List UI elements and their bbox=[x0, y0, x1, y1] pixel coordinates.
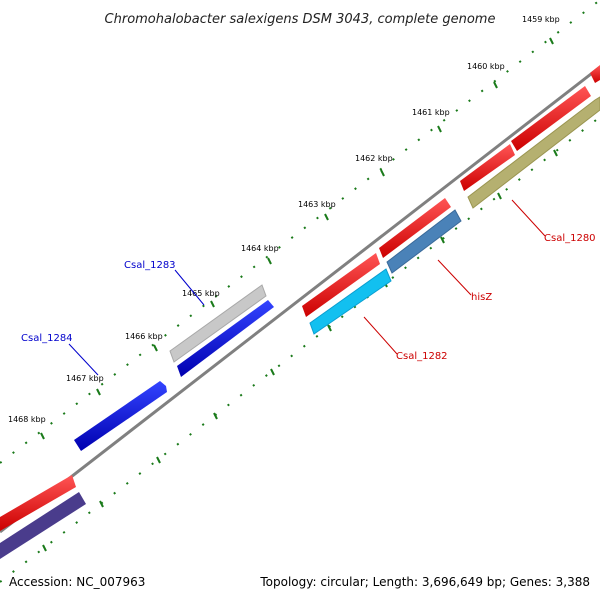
tick-label: 1467 kbp bbox=[66, 374, 104, 383]
feature-red-cds[interactable] bbox=[302, 253, 380, 317]
feature-csal-1280[interactable] bbox=[467, 96, 600, 209]
accession-text: Accession: NC_007963 bbox=[9, 575, 145, 589]
label-leaders bbox=[68, 199, 546, 376]
outer-tick-ruler bbox=[0, 0, 600, 464]
feature-purple-cds[interactable] bbox=[0, 492, 86, 559]
feature-red-cds[interactable] bbox=[511, 86, 591, 151]
tick-label: 1461 kbp bbox=[412, 108, 450, 117]
major-ticks-outer bbox=[40, 37, 554, 440]
feature-red-cds[interactable] bbox=[379, 198, 451, 258]
feature-red-cds[interactable] bbox=[0, 475, 76, 531]
major-ticks-inner bbox=[42, 149, 558, 552]
tick-label: 1462 kbp bbox=[355, 154, 393, 163]
tick-label: 1459 kbp bbox=[522, 15, 560, 24]
gene-label-csal-1284[interactable]: Csal_1284 bbox=[21, 333, 73, 344]
tick-label: 1468 kbp bbox=[8, 415, 46, 424]
feature-red-cds[interactable] bbox=[460, 144, 515, 191]
genome-backbone bbox=[0, 65, 600, 534]
feature-blue-cds[interactable] bbox=[177, 300, 274, 377]
map-title: Chromohalobacter salexigens DSM 3043, co… bbox=[105, 12, 496, 27]
tick-label: 1465 kbp bbox=[182, 289, 220, 298]
tick-label: 1464 kbp bbox=[241, 244, 279, 253]
gene-label-csal-1280[interactable]: Csal_1280 bbox=[544, 233, 596, 244]
feature-csal-1284[interactable] bbox=[74, 381, 167, 451]
tick-labels: 1459 kbp 1460 kbp 1461 kbp 1462 kbp 1463… bbox=[8, 15, 560, 424]
feature-red-cds[interactable] bbox=[590, 65, 600, 83]
gene-label-csal-1282[interactable]: Csal_1282 bbox=[396, 351, 448, 362]
tick-label: 1463 kbp bbox=[298, 200, 336, 209]
gene-label-hisz[interactable]: hisZ bbox=[471, 292, 492, 303]
feature-hisz[interactable] bbox=[386, 209, 462, 274]
feature-csal-1283[interactable] bbox=[169, 284, 267, 363]
tick-label: 1460 kbp bbox=[467, 62, 505, 71]
tick-label: 1466 kbp bbox=[125, 332, 163, 341]
feature-csal-1282[interactable] bbox=[309, 268, 392, 335]
gene-label-csal-1283[interactable]: Csal_1283 bbox=[124, 260, 176, 271]
features-forward-red bbox=[0, 65, 600, 531]
genome-summary-text: Topology: circular; Length: 3,696,649 bp… bbox=[259, 575, 590, 589]
features-outer bbox=[74, 284, 267, 451]
features-inner bbox=[0, 96, 600, 559]
inner-tick-ruler bbox=[0, 116, 600, 583]
